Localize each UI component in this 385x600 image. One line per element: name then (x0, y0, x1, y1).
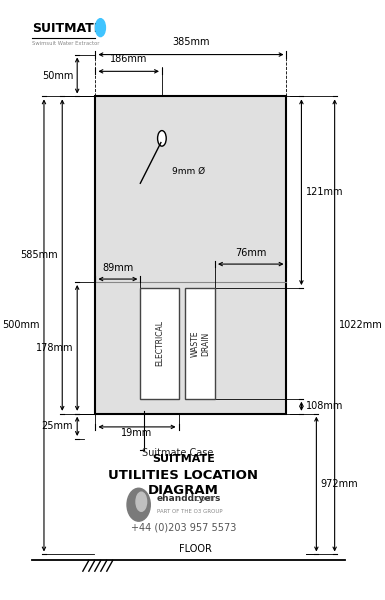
Circle shape (157, 131, 166, 146)
Text: 178mm: 178mm (36, 343, 73, 353)
Circle shape (95, 19, 105, 37)
Text: 500mm: 500mm (2, 320, 40, 331)
Text: 89mm: 89mm (102, 263, 134, 273)
Text: 585mm: 585mm (21, 250, 58, 260)
Text: 25mm: 25mm (42, 421, 73, 431)
Text: 186mm: 186mm (110, 54, 147, 64)
Bar (185, 288, 215, 399)
Text: 1022mm: 1022mm (339, 320, 383, 331)
Text: 19mm: 19mm (121, 428, 152, 437)
Bar (140, 288, 179, 399)
Text: DIAGRAM: DIAGRAM (148, 484, 219, 497)
Text: +44 (0)203 957 5573: +44 (0)203 957 5573 (131, 523, 236, 532)
Text: .com: .com (192, 494, 214, 503)
Text: FLOOR: FLOOR (179, 544, 212, 554)
Text: 76mm: 76mm (235, 248, 266, 258)
Text: UTILITIES LOCATION: UTILITIES LOCATION (109, 469, 258, 482)
Text: Suitmate Case: Suitmate Case (142, 448, 213, 458)
Text: Swimsuit Water Extractor: Swimsuit Water Extractor (32, 41, 100, 46)
Text: 108mm: 108mm (306, 401, 343, 411)
Bar (95, 97, 286, 414)
Text: 121mm: 121mm (306, 187, 343, 197)
Circle shape (136, 492, 147, 511)
Text: SUITMATE: SUITMATE (152, 454, 215, 464)
Ellipse shape (127, 488, 150, 521)
Text: 972mm: 972mm (321, 479, 358, 489)
Text: SUITMATE: SUITMATE (32, 22, 102, 35)
Text: ehanddryers: ehanddryers (157, 494, 221, 503)
Text: WASTE
DRAIN: WASTE DRAIN (191, 330, 210, 356)
Text: 385mm: 385mm (172, 37, 210, 47)
Text: 50mm: 50mm (42, 71, 73, 80)
Text: PART OF THE O3 GROUP: PART OF THE O3 GROUP (157, 509, 223, 514)
Text: ELECTRICAL: ELECTRICAL (155, 320, 164, 367)
Text: 9mm Ø: 9mm Ø (172, 167, 205, 176)
